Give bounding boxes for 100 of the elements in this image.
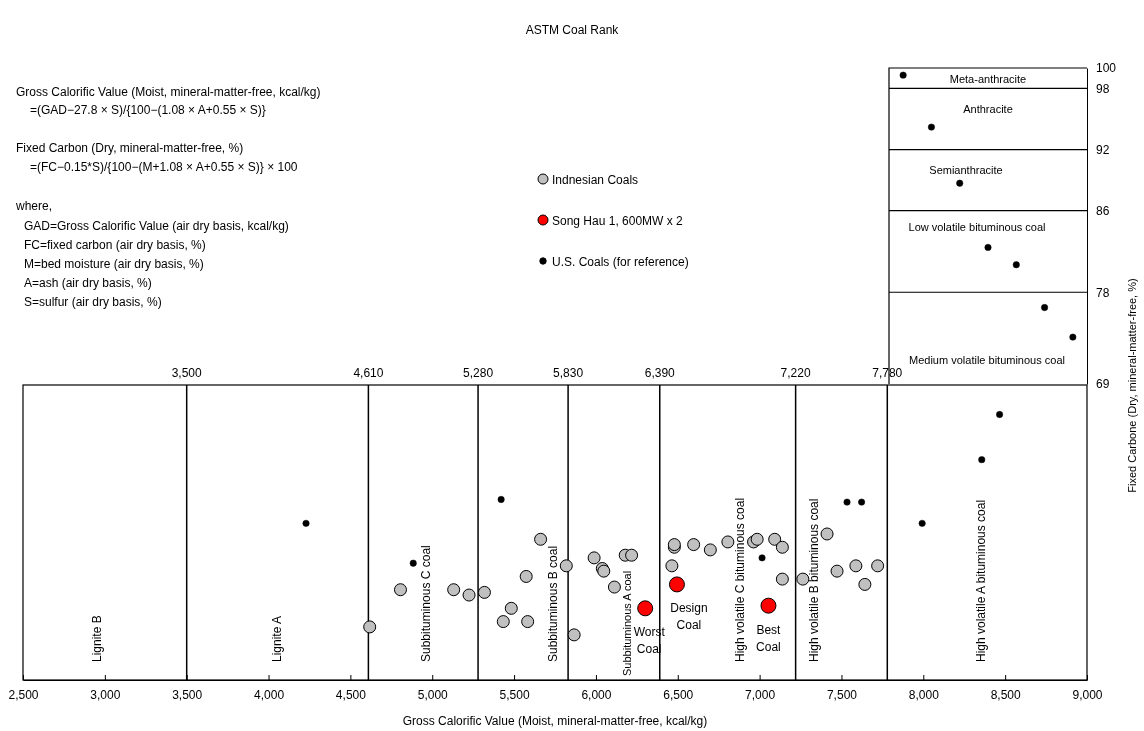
x-tick-label: 6,500 (663, 687, 694, 702)
point (534, 532, 548, 546)
x-tick-label: 8,500 (990, 687, 1021, 702)
text: S=sulfur (air dry basis, %) (24, 295, 162, 309)
annotation: Best Coal (756, 622, 782, 654)
y-tick-label: 86 (1096, 204, 1110, 219)
x-tick-label: 4,000 (254, 687, 285, 702)
x-tick-label: 5,000 (417, 687, 449, 702)
text: GAD=Gross Calorific Value (air dry basis, kcal/kg) (24, 219, 289, 233)
point (668, 576, 685, 593)
y-tick-label: 78 (1096, 285, 1110, 300)
point (984, 243, 992, 251)
ref-line-label: 5,830 (553, 366, 584, 380)
point (775, 540, 789, 554)
ref-line-label: 4,610 (353, 366, 384, 380)
point (858, 498, 866, 506)
point (796, 572, 810, 586)
legend-label: Song Hau 1, 600MW x 2 (552, 214, 684, 228)
text: =(FC−0.15*S)/{100−(M+1.08 × A+0.55 × S)} × 100 (30, 160, 298, 174)
point (721, 535, 735, 549)
text: M=bed moisture (air dry basis, %) (24, 257, 204, 271)
x-tick-label: 7,000 (745, 687, 776, 702)
point (462, 588, 476, 602)
point (302, 519, 310, 527)
point (587, 551, 601, 565)
annotation: High volatile C bituminous coal (733, 497, 747, 662)
point (504, 601, 518, 615)
point (1012, 261, 1020, 269)
point (849, 559, 863, 573)
annotation: Lignite B (90, 615, 104, 662)
x-tick-label: 2,500 (8, 687, 39, 702)
point (758, 554, 766, 562)
text: A=ash (air dry basis, %) (24, 276, 152, 290)
text: Fixed Carbon (Dry, mineral-matter-free, %) (16, 141, 244, 155)
x-tick-label: 7,500 (826, 687, 858, 702)
point (519, 569, 533, 583)
y-tick-label: 69 (1096, 377, 1110, 392)
annotation: High volatile B bituminous coal (807, 498, 821, 662)
point (567, 628, 581, 642)
point (497, 496, 505, 503)
y-tick-label: 98 (1096, 81, 1110, 96)
ref-line-label: 7,220 (780, 366, 811, 380)
x-tick-label: 5,500 (499, 687, 530, 702)
point (665, 559, 679, 573)
annotation: Anthracite (963, 103, 1013, 115)
x-tick-label: 3,500 (172, 687, 203, 702)
annotation: Subbituminous B coal (546, 545, 560, 662)
point (625, 548, 639, 562)
point (918, 519, 926, 527)
point (607, 580, 621, 594)
x-tick-label: 4,500 (335, 687, 367, 702)
x-tick-label: 8,000 (908, 687, 940, 702)
point (447, 583, 461, 597)
ref-line-label: 5,280 (463, 366, 494, 380)
point (927, 123, 935, 131)
text: Gross Calorific Value (Moist, mineral-matter-free, kcal/kg) (16, 85, 321, 99)
point (559, 559, 573, 573)
x-tick-label: 3,000 (90, 687, 121, 702)
text: ASTM Coal Rank (525, 23, 620, 37)
point (871, 559, 885, 573)
point (996, 411, 1004, 418)
text: where, (15, 199, 53, 213)
point (775, 572, 789, 586)
point (496, 615, 510, 629)
y-axis-title: Fixed Carbone (Dry, mineral-matter-free, %) (1126, 278, 1138, 493)
point (760, 597, 777, 614)
point (409, 559, 417, 567)
point (858, 577, 872, 591)
annotation: Low volatile bituminous coal (908, 221, 1046, 233)
annotation: Subbituminous A coal (621, 570, 633, 676)
legend-label: Indnesian Coals (552, 173, 639, 187)
x-tick-label: 9,000 (1072, 687, 1103, 702)
text: =(GAD−27.8 × S)/{100−(1.08 × A+0.55 × S)} (30, 103, 266, 117)
annotation: Subbituminous C coal (419, 545, 433, 662)
point (1041, 304, 1049, 311)
point (768, 532, 782, 546)
annotation: Medium volatile bituminous coal (909, 354, 1065, 366)
annotation: Design Coal (670, 601, 708, 633)
point (363, 620, 377, 634)
point (703, 543, 717, 557)
ref-line-label: 6,390 (644, 366, 676, 380)
annotation: Semianthracite (929, 164, 1003, 176)
annotation: Meta-anthracite (949, 73, 1027, 85)
point (393, 583, 407, 597)
point (637, 600, 654, 617)
point (687, 538, 701, 552)
y-tick-label: 100 (1096, 61, 1117, 76)
ref-line-label: 3,500 (171, 366, 203, 380)
x-axis-title: Gross Calorific Value (Moist, mineral-matter-free, kcal/kg) (402, 714, 708, 728)
x-tick-label: 6,000 (581, 687, 612, 702)
point (899, 71, 907, 79)
point (830, 564, 844, 578)
point (521, 615, 535, 629)
legend-label: U.S. Coals (for reference) (552, 255, 689, 269)
point (956, 179, 964, 187)
y-tick-label: 92 (1096, 142, 1110, 157)
annotation: High volatile A bituminous coal (974, 499, 988, 662)
annotation: Lignite A (270, 615, 284, 662)
text: FC=fixed carbon (air dry basis, %) (24, 238, 206, 252)
point (843, 498, 851, 506)
